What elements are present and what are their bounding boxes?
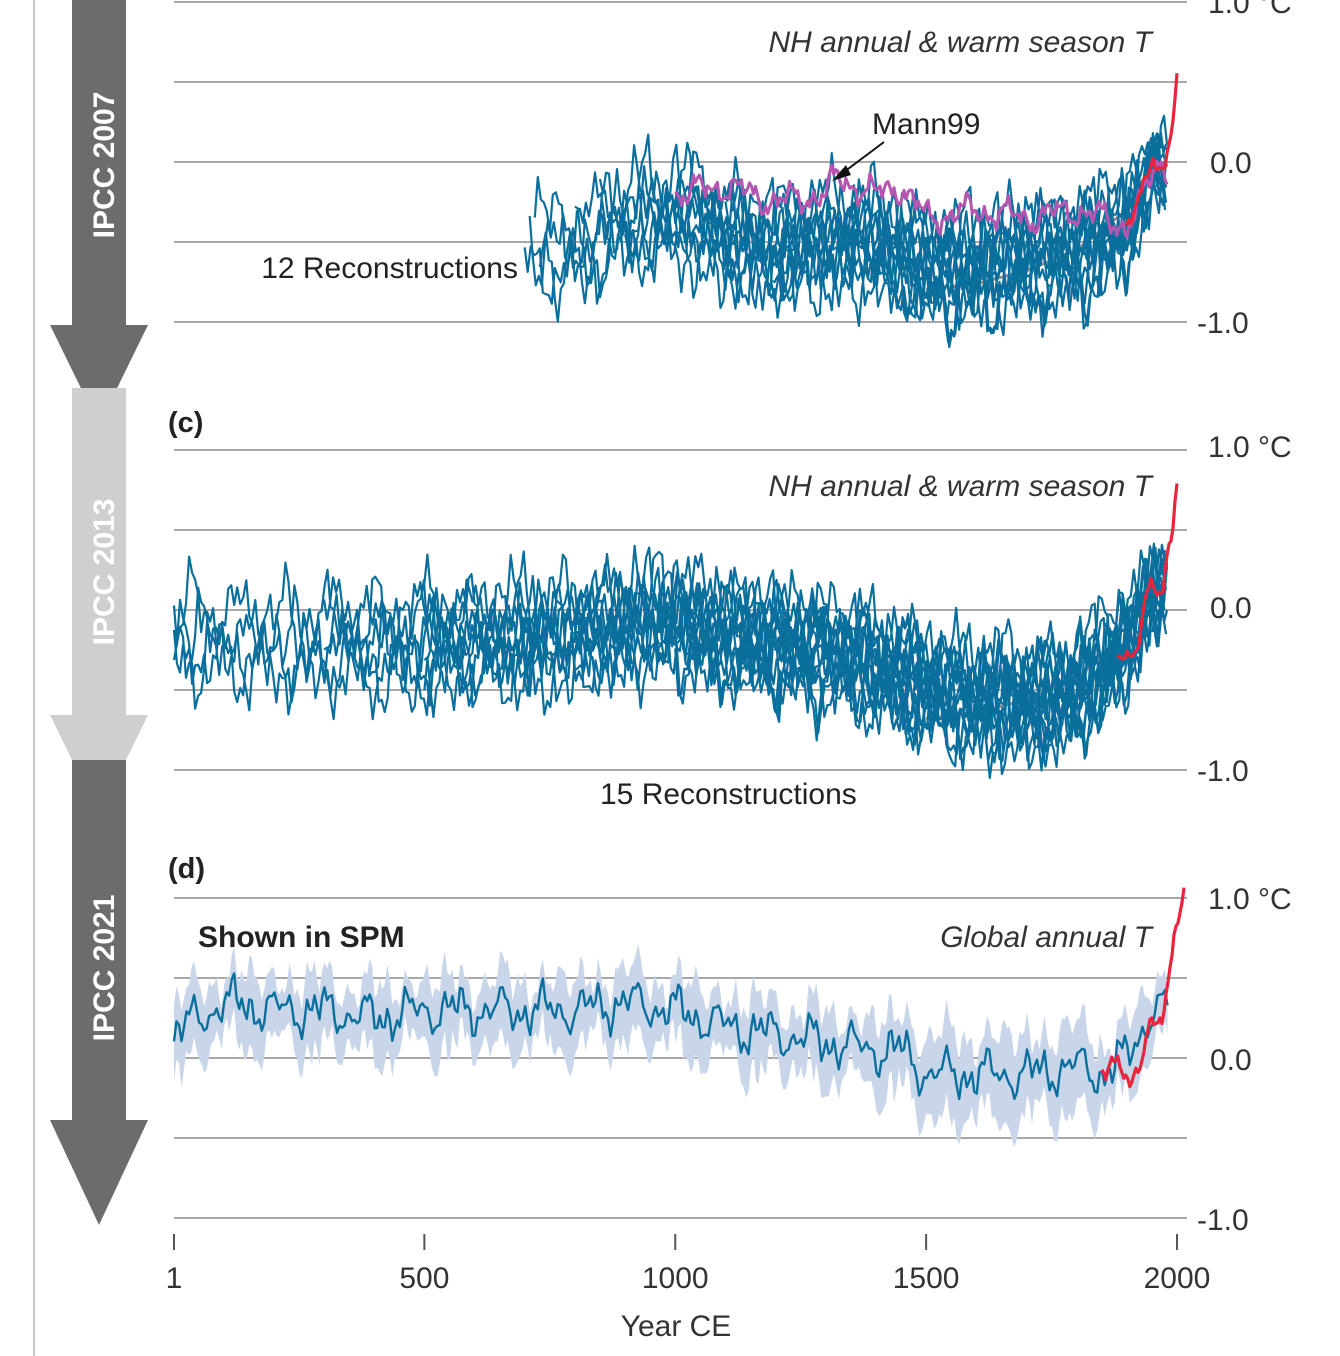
x-axis-label: Year CE — [621, 1310, 732, 1343]
panel-d-ytick-top: 1.0 °C — [1208, 883, 1292, 916]
panel-b-mann99-line — [674, 159, 1169, 239]
arrow-label-ipcc-2007: IPCC 2007 — [88, 92, 121, 239]
panel-b-instrumental-line — [1125, 73, 1179, 226]
x-tick-label-1000: 1000 — [642, 1262, 709, 1295]
panel-c-reconstruction-line-14 — [775, 566, 1169, 728]
panel-d — [172, 887, 1187, 1219]
arrow-ipcc-2021 — [50, 760, 148, 1225]
panel-d-instrumental-line — [1100, 887, 1186, 1089]
panel-c-ytick-top: 1.0 °C — [1208, 431, 1292, 464]
panel-d-median-line — [172, 972, 1169, 1101]
panel-c — [172, 449, 1187, 780]
panel-d-uncertainty-band — [174, 943, 1168, 1147]
panel-c-reconstruction-line-13 — [674, 557, 1168, 748]
x-tick-label-1500: 1500 — [893, 1262, 960, 1295]
panel-b-annotation-count: 12 Reconstructions — [261, 252, 518, 285]
panel-b-reconstruction-line-8 — [674, 132, 1168, 304]
arrow-label-ipcc-2021: IPCC 2021 — [88, 895, 121, 1042]
panel-b-mann99-pointer-head — [832, 165, 851, 181]
panel-c-reconstruction-line-9 — [423, 549, 1167, 709]
panel-b-ytick-top: 1.0 °C — [1208, 0, 1292, 20]
panel-c-reconstruction-line-1 — [172, 546, 1166, 780]
panel-b — [174, 1, 1187, 349]
panel-d-annotation-spm: Shown in SPM — [198, 921, 405, 954]
panel-c-subtitle: NH annual & warm season T — [769, 470, 1155, 503]
panel-c-annotation-count: 15 Reconstructions — [600, 778, 857, 811]
panel-d-ytick-zero: 0.0 — [1210, 1044, 1252, 1077]
panel-b-annotation-mann99: Mann99 — [872, 108, 980, 141]
panel-b-reconstruction-line-9 — [674, 141, 1168, 279]
timeline-arrows: IPCC 2007 IPCC 2013 IPCC 2021 — [50, 0, 148, 1225]
x-tick-label-2000: 2000 — [1144, 1262, 1211, 1295]
x-axis: 1 500 1000 1500 2000 — [166, 1234, 1211, 1295]
x-tick-label-500: 500 — [399, 1262, 449, 1295]
panel-c-label: (c) — [168, 407, 203, 439]
panel-b-ytick-bottom: -1.0 — [1197, 307, 1249, 340]
panel-b-ytick-zero: 0.0 — [1210, 147, 1252, 180]
panel-b-reconstruction-line-12 — [874, 132, 1167, 344]
panel-d-subtitle: Global annual T — [940, 921, 1154, 954]
panel-d-ytick-bottom: -1.0 — [1197, 1204, 1249, 1237]
panel-c-reconstruction-line-7 — [423, 548, 1167, 768]
panel-b-reconstruction-line-11 — [774, 114, 1169, 307]
panel-c-ytick-bottom: -1.0 — [1197, 755, 1249, 788]
panel-b-subtitle: NH annual & warm season T — [769, 26, 1155, 59]
x-tick-label-1: 1 — [166, 1262, 183, 1295]
arrow-label-ipcc-2013: IPCC 2013 — [88, 499, 121, 646]
arrow-ipcc-2013 — [50, 388, 148, 815]
panel-c-ytick-zero: 0.0 — [1210, 592, 1252, 625]
panel-d-label: (d) — [168, 853, 205, 885]
panel-c-instrumental-line — [1116, 483, 1179, 661]
arrow-ipcc-2007 — [50, 0, 148, 425]
